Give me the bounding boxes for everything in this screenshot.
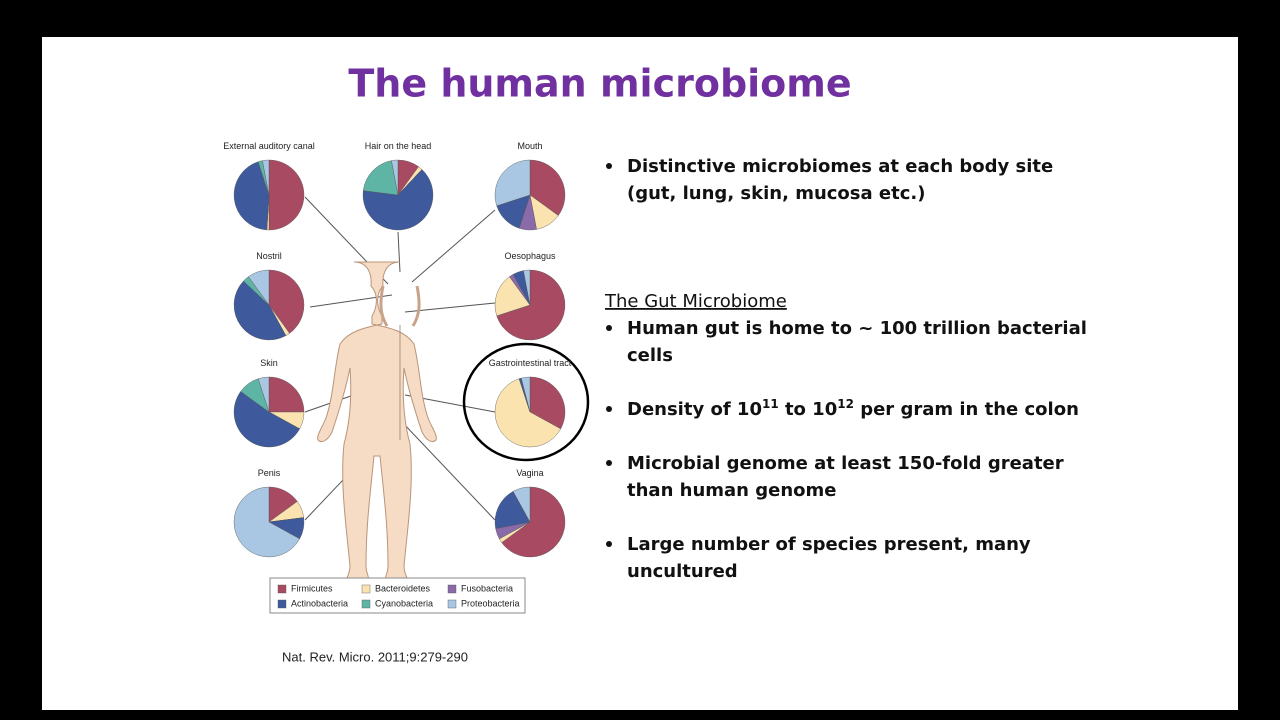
pie-wedge [233,161,270,231]
legend-box [269,577,526,614]
legend-swatch [277,599,287,609]
pie-label: External auditory canal [223,141,315,151]
legend-swatch [447,599,457,609]
pie-wedge [501,486,566,558]
superscript: 11 [762,397,779,411]
legend-swatch [447,584,457,594]
pie-wedge [529,159,566,216]
pie-label: Hair on the head [365,141,432,151]
pie-label: Mouth [517,141,542,151]
pie-wedge [268,159,305,231]
bullet-text: uncultured [627,561,738,582]
bullet-text: cells [627,345,673,366]
human-body [317,261,437,585]
legend-label: Cyanobacteria [375,598,433,608]
section-heading: The Gut Microbiome [604,291,787,312]
bullet-dot [606,325,612,331]
text-part: to 10 [779,399,838,420]
bullet-text: than human genome [627,480,837,501]
bullet-text: Large number of species present, many [627,534,1031,555]
pie-wedge [496,269,566,341]
pie-wedge [233,486,300,558]
bullet-dot [606,163,612,169]
legend-swatch [277,584,287,594]
pie-wedge [262,159,270,196]
pie-wedge [494,159,531,207]
pie-label: Oesophagus [504,251,556,261]
pie-wedge [494,491,531,529]
pie-label: Skin [260,358,278,368]
legend-label: Actinobacteria [291,598,348,608]
slide-bg [42,37,1238,710]
bullet-text: (gut, lung, skin, mucosa etc.) [627,183,925,204]
bullet-text: Microbial genome at least 150-fold great… [627,453,1064,474]
pie-label: Gastrointestinal tract [489,358,572,368]
pie-wedge [363,160,399,196]
text-part: per gram in the colon [854,399,1079,420]
pie-wedge [521,376,531,413]
legend-swatch [361,599,371,609]
bullet-text: Distinctive microbiomes at each body sit… [627,156,1053,177]
legend-label: Proteobacteria [461,598,520,608]
pie-wedge [494,276,531,317]
bullet-text: Density of 1011 to 1012 per gram in the … [627,397,1079,420]
bullet-dot [606,541,612,547]
pie-label: Penis [258,468,281,478]
legend-label: Firmicutes [291,583,333,593]
bullet-text: Human gut is home to ~ 100 trillion bact… [627,318,1087,339]
superscript: 12 [837,397,854,411]
legend-label: Bacteroidetes [375,583,431,593]
pie-wedge [362,169,434,231]
pie-wedge [391,159,399,196]
pie-wedge [512,486,531,523]
pie-wedge [268,269,305,334]
pie-wedge [257,376,270,413]
citation: Nat. Rev. Micro. 2011;9:279-290 [282,649,468,664]
text-part: Density of 10 [627,399,762,420]
title: The human microbiome [348,62,851,106]
pie-label: Vagina [516,468,543,478]
pie-label: Nostril [256,251,282,261]
bullet-dot [606,460,612,466]
pie-wedge [248,269,270,306]
highlight-circle [462,342,590,462]
legend-label: Fusobacteria [461,583,513,593]
pie-wedge [233,391,300,448]
pie-wedge [494,378,561,448]
legend-swatch [361,584,371,594]
bullet-dot [606,406,612,412]
pie-wedge [529,376,566,430]
pie-wedge [268,376,305,413]
pie-wedge [523,269,531,306]
pie-wedge [233,280,287,341]
